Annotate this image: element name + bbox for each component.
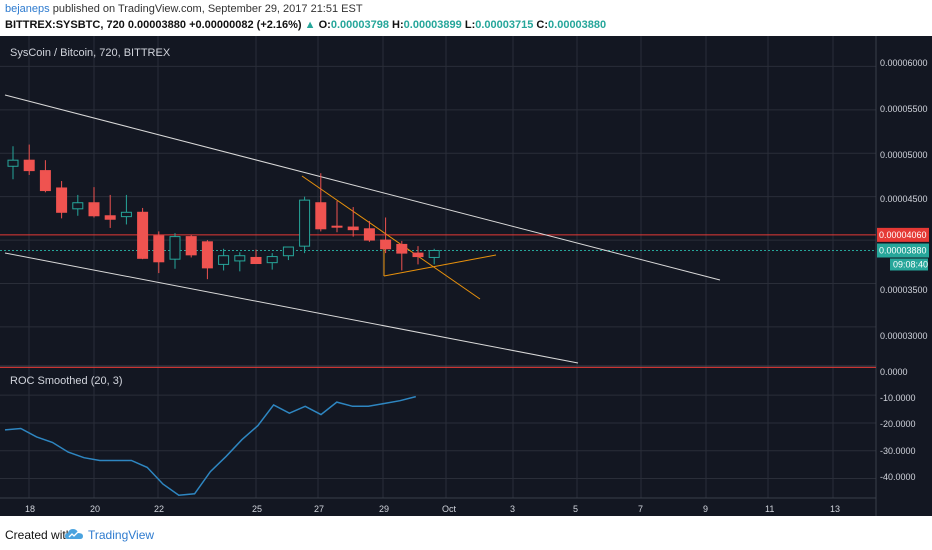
open-value: 0.00003798 [330,19,389,31]
time-tick: 13 [830,504,840,514]
countdown-label: 09:08:40 [893,260,928,270]
roc-tick: -10.0000 [880,393,916,403]
candle-down[interactable] [250,256,262,265]
time-tick: 29 [379,504,389,514]
author-link[interactable]: bejaneps [5,3,50,15]
high-label: H: [392,19,404,31]
chart-background [0,36,932,516]
open-label: O: [318,19,331,31]
time-tick: 20 [90,504,100,514]
low-value: 0.00003715 [475,19,534,31]
grid-lines [0,36,876,498]
last-price: 0.00003880 [127,19,186,31]
tradingview-brand-link[interactable]: TradingView [88,528,155,542]
roc-tick: -30.0000 [880,446,916,456]
indicator-pane-title: ROC Smoothed (20, 3) [10,375,123,387]
time-tick: 27 [314,504,324,514]
chart-header: bejaneps published on TradingView.com, S… [0,0,932,36]
candle-down[interactable] [88,202,100,217]
candle-down[interactable] [315,202,327,230]
symbol-info: BITTREX:SYSBTC, 720 0.00003880 +0.000000… [5,19,606,31]
price-chart[interactable]: SysCoin / Bitcoin, 720, BITTREX ROC Smoo… [0,36,932,516]
roc-series-line [4,395,416,496]
countdown-badge [890,258,928,271]
candle-down[interactable] [23,159,35,172]
footer: Created with TradingView [0,518,932,550]
price-tick: 0.00005500 [880,104,928,114]
candle-down[interactable] [331,225,343,228]
candle-down[interactable] [363,228,375,241]
candle-down[interactable] [380,239,392,250]
candle-up[interactable] [428,250,440,258]
time-tick: 7 [638,504,643,514]
time-tick: 5 [573,504,578,514]
time-tick: 18 [25,504,35,514]
low-label: L: [464,19,476,31]
price-tick: 0.00003500 [880,285,928,295]
price-tick: 0.00003000 [880,331,928,341]
up-arrow-icon: ▲ [304,19,316,31]
candle-down[interactable] [396,243,408,254]
close-label: C: [536,19,549,31]
candle-up[interactable] [282,246,294,257]
time-tick: Oct [442,504,457,514]
candle-down[interactable] [412,252,424,258]
current-price-label: 0.00003880 [879,246,927,256]
candle-down[interactable] [153,235,165,263]
symbol-label: BITTREX:SYSBTC, 720 [5,19,125,31]
high-value: 0.00003899 [403,19,462,31]
candle-down[interactable] [201,241,213,269]
candle-up[interactable] [234,255,246,262]
time-tick: 9 [703,504,708,514]
candle-down[interactable] [137,211,149,259]
candle-up[interactable] [72,202,84,210]
candle-up[interactable] [266,256,278,264]
roc-tick: 0.0000 [880,367,908,377]
upper-channel-trendline[interactable] [4,94,721,281]
resistance-level-badge [877,227,929,242]
candle-down[interactable] [185,236,197,256]
main-pane-title: SysCoin / Bitcoin, 720, BITTREX [10,47,171,59]
price-tick: 0.00004500 [880,194,928,204]
triangle-upper-line[interactable] [301,175,481,300]
publish-info: bejaneps published on TradingView.com, S… [5,3,363,15]
publish-text: published on TradingView.com, September … [52,3,363,15]
candle-up[interactable] [299,199,311,247]
candlestick-series [7,144,440,280]
candle-up[interactable] [169,236,181,260]
close-value: 0.00003880 [548,19,607,31]
change-value: +0.00000082 (+2.16%) [189,19,302,31]
price-tick: 0.00006000 [880,58,928,68]
created-with-text: Created with [5,528,73,542]
time-tick: 22 [154,504,164,514]
time-tick: 3 [510,504,515,514]
price-tick: 0.00005000 [880,150,928,160]
time-tick: 11 [765,504,774,514]
candle-up[interactable] [120,211,132,218]
roc-tick: -40.0000 [880,472,916,482]
candle-down[interactable] [104,215,116,220]
triangle-lower-line[interactable] [383,254,497,277]
time-tick: 25 [252,504,262,514]
candle-down[interactable] [39,170,51,192]
lower-channel-trendline[interactable] [4,252,579,364]
resistance-level-label: 0.00004060 [879,230,927,240]
roc-tick: -20.0000 [880,419,916,429]
candle-up[interactable] [7,159,19,167]
current-price-badge [877,243,929,258]
candle-down[interactable] [347,226,359,231]
tradingview-cloud-icon [65,529,83,539]
candle-up[interactable] [218,255,230,265]
candle-down[interactable] [56,187,68,213]
